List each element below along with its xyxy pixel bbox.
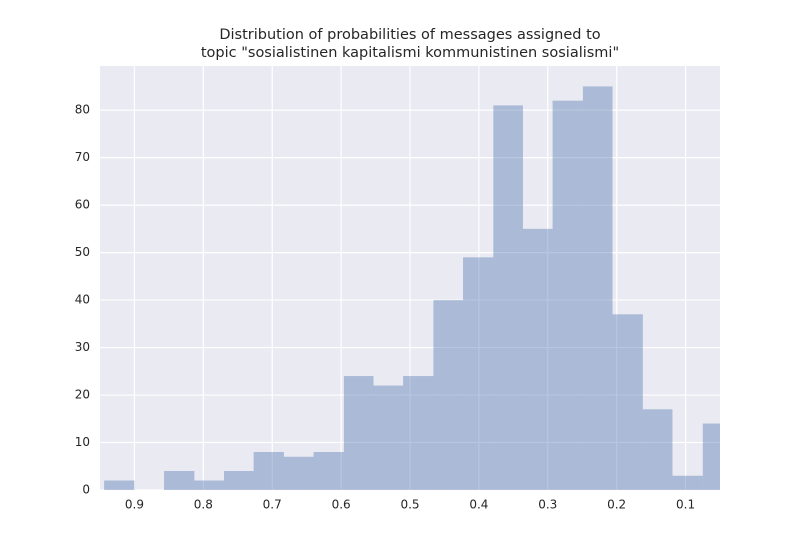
x-tick-label: 0.4 <box>469 498 488 512</box>
bar <box>194 480 224 490</box>
bar <box>702 423 720 490</box>
y-tick-label: 60 <box>75 198 90 212</box>
chart-title: Distribution of probabilities of message… <box>219 27 600 43</box>
x-tick-label: 0.6 <box>332 498 351 512</box>
y-tick-label: 50 <box>75 245 90 259</box>
bar <box>433 300 464 490</box>
y-tick-label: 20 <box>75 388 90 402</box>
bar <box>612 314 643 490</box>
x-tick-label: 0.5 <box>400 498 419 512</box>
bar <box>522 228 553 490</box>
bar <box>283 456 314 490</box>
bars <box>104 86 720 490</box>
x-tick-label: 0.8 <box>194 498 213 512</box>
bar <box>493 105 523 490</box>
y-tick-label: 0 <box>82 483 90 497</box>
bar <box>672 475 703 490</box>
x-tick-label: 0.1 <box>676 498 695 512</box>
bar <box>552 100 583 490</box>
bar <box>224 471 254 490</box>
bar <box>343 376 374 490</box>
y-tick-label: 10 <box>75 435 90 449</box>
bar <box>313 452 344 490</box>
x-tick-label: 0.2 <box>607 498 626 512</box>
bar <box>104 480 135 490</box>
bar <box>164 471 195 490</box>
x-tick-label: 0.9 <box>125 498 144 512</box>
y-tick-label: 40 <box>75 293 90 307</box>
bar <box>373 385 404 490</box>
chart-title: topic "sosialistinen kapitalismi kommuni… <box>201 45 619 61</box>
bar <box>253 452 284 490</box>
x-tick-label: 0.3 <box>538 498 557 512</box>
y-tick-label: 80 <box>75 103 90 117</box>
bar <box>463 257 494 490</box>
bar <box>582 86 613 490</box>
y-tick-label: 70 <box>75 150 90 164</box>
bar <box>403 376 434 490</box>
x-tick-label: 0.7 <box>263 498 282 512</box>
y-tick-label: 30 <box>75 340 90 354</box>
grid <box>100 66 720 491</box>
bar <box>642 409 673 490</box>
